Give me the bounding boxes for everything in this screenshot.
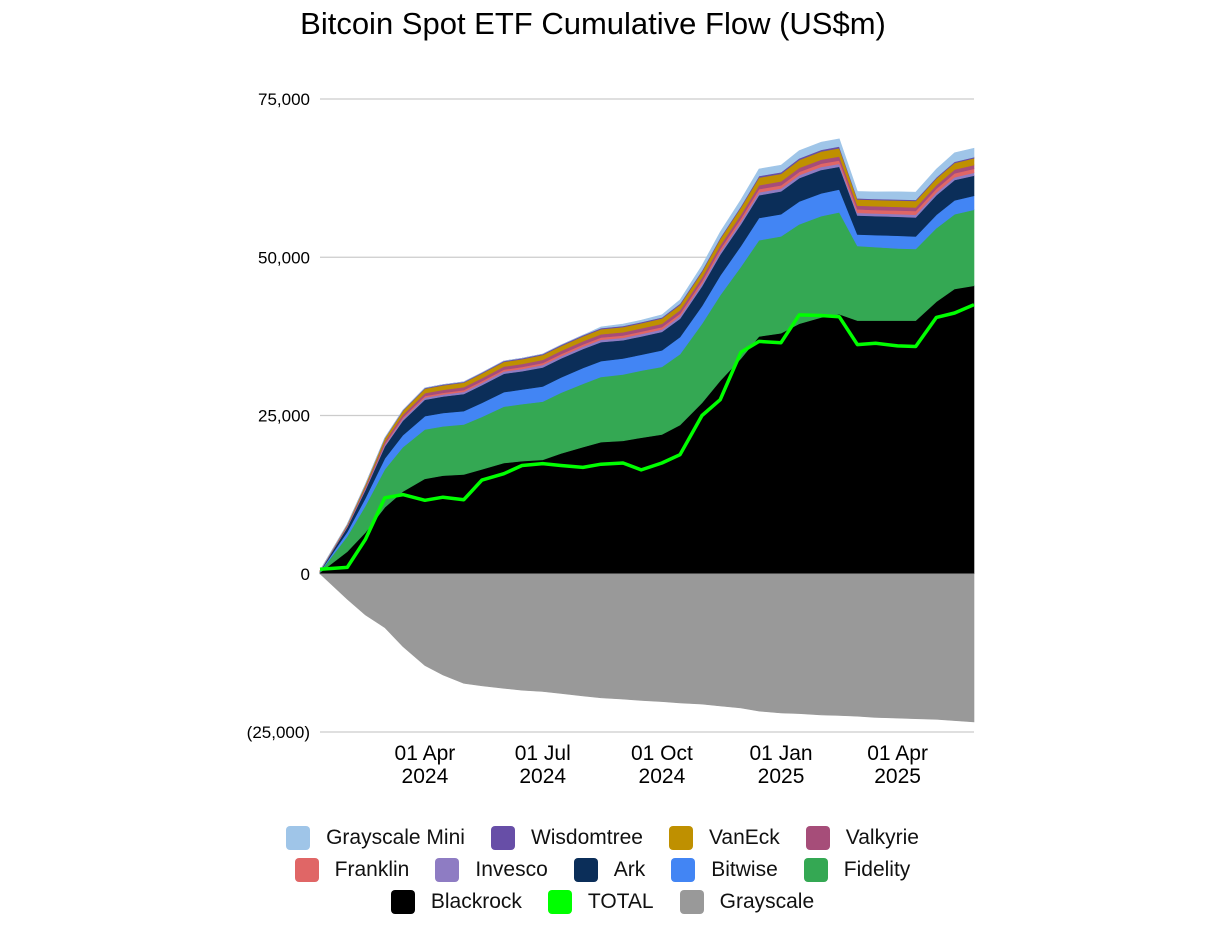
legend-label: Ark	[613, 858, 646, 881]
y-tick-label: (25,000)	[247, 723, 310, 742]
chart-title: Bitcoin Spot ETF Cumulative Flow (US$m)	[300, 6, 886, 41]
legend-label: VanEck	[708, 826, 780, 849]
legend-item: Invesco	[435, 858, 548, 882]
legend-item: Grayscale	[679, 890, 815, 914]
y-tick-label: 75,000	[258, 90, 310, 109]
legend-label: Wisdomtree	[530, 826, 643, 849]
legend-item: Bitwise	[671, 858, 778, 882]
legend-row: Blackrock TOTAL Grayscale	[0, 886, 1205, 918]
x-tick-label: 01 Apr	[395, 742, 456, 765]
legend-item: Franklin	[294, 858, 410, 882]
legend-label: Invesco	[475, 858, 548, 881]
legend-swatch	[671, 858, 696, 882]
legend-swatch	[679, 890, 704, 914]
legend-item: Valkyrie	[805, 826, 919, 850]
x-tick-label: 2024	[639, 765, 686, 788]
legend-swatch	[390, 890, 415, 914]
x-tick-label: 01 Oct	[631, 742, 693, 765]
area-grayscale-mini	[319, 138, 975, 571]
legend-row: Franklin Invesco Ark Bitwise Fidelity	[0, 854, 1205, 886]
x-tick-label: 2025	[874, 765, 921, 788]
stacked-areas	[319, 138, 975, 723]
legend-row: Grayscale Mini Wisdomtree VanEck Valkyrie	[0, 822, 1205, 854]
legend-item: VanEck	[668, 826, 780, 850]
legend-swatch	[435, 858, 460, 882]
legend: Grayscale Mini Wisdomtree VanEck Valkyrie Fr…	[0, 822, 1205, 918]
legend-item: Ark	[573, 858, 646, 882]
total-line	[319, 303, 975, 572]
legend-item: Wisdomtree	[490, 826, 643, 850]
legend-swatch	[573, 858, 598, 882]
legend-label: Valkyrie	[845, 826, 919, 849]
x-tick-label: 01 Jul	[515, 742, 571, 765]
legend-item: Fidelity	[803, 858, 911, 882]
total-line-layer	[319, 303, 975, 572]
legend-label: Franklin	[334, 858, 410, 881]
legend-item: Blackrock	[390, 890, 522, 914]
legend-swatch	[286, 826, 311, 850]
x-tick-label: 2024	[519, 765, 566, 788]
legend-label: Bitwise	[711, 858, 778, 881]
legend-swatch	[668, 826, 693, 850]
legend-swatch	[803, 858, 828, 882]
legend-item: TOTAL	[547, 890, 654, 914]
y-tick-label: 0	[301, 565, 310, 584]
legend-label: TOTAL	[587, 890, 654, 913]
legend-swatch	[490, 826, 515, 850]
legend-label: Blackrock	[430, 890, 522, 913]
area-grayscale	[319, 573, 975, 723]
legend-item: Grayscale Mini	[286, 826, 465, 850]
y-tick-label: 25,000	[258, 407, 310, 426]
legend-swatch	[294, 858, 319, 882]
x-tick-label: 01 Apr	[867, 742, 928, 765]
legend-label: Grayscale	[719, 890, 815, 913]
x-tick-label: 01 Jan	[750, 742, 813, 765]
y-tick-label: 50,000	[258, 248, 310, 267]
x-tick-label: 2025	[758, 765, 805, 788]
legend-swatch	[547, 890, 572, 914]
legend-label: Fidelity	[843, 858, 911, 881]
x-tick-label: 2024	[402, 765, 449, 788]
legend-swatch	[805, 826, 830, 850]
legend-label: Grayscale Mini	[326, 826, 465, 849]
